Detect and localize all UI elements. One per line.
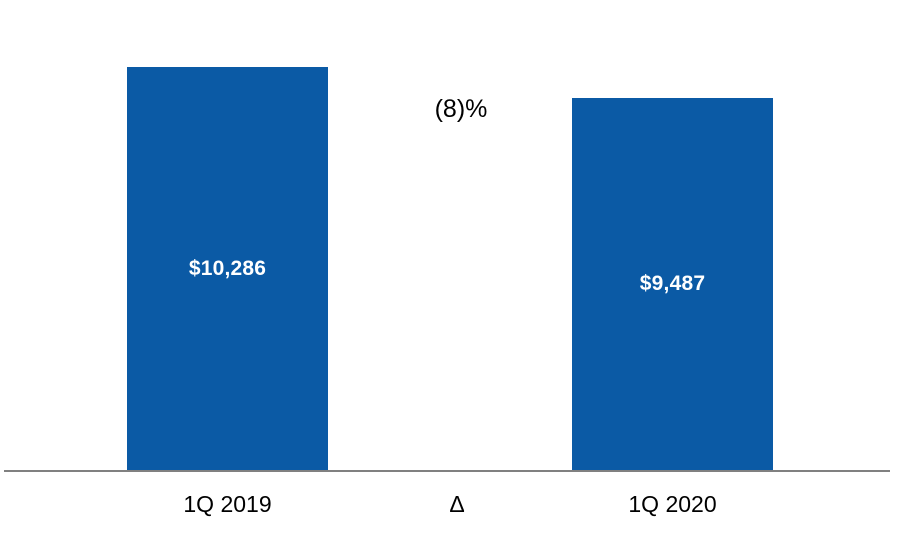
x-axis-label-1q2019: 1Q 2019 bbox=[183, 491, 272, 517]
delta-change-annotation: (8)% bbox=[434, 95, 488, 123]
bar-value-label-1q2020: $9,487 bbox=[639, 272, 706, 295]
x-axis-label-delta: Δ bbox=[449, 491, 465, 517]
x-axis-label-1q2020: 1Q 2020 bbox=[628, 491, 717, 517]
bar-value-label-1q2019: $10,286 bbox=[188, 256, 267, 280]
bar-1q2019: $10,286 bbox=[127, 67, 328, 470]
bar-1q2020: $9,487 bbox=[572, 98, 773, 470]
x-axis-line bbox=[4, 470, 890, 472]
